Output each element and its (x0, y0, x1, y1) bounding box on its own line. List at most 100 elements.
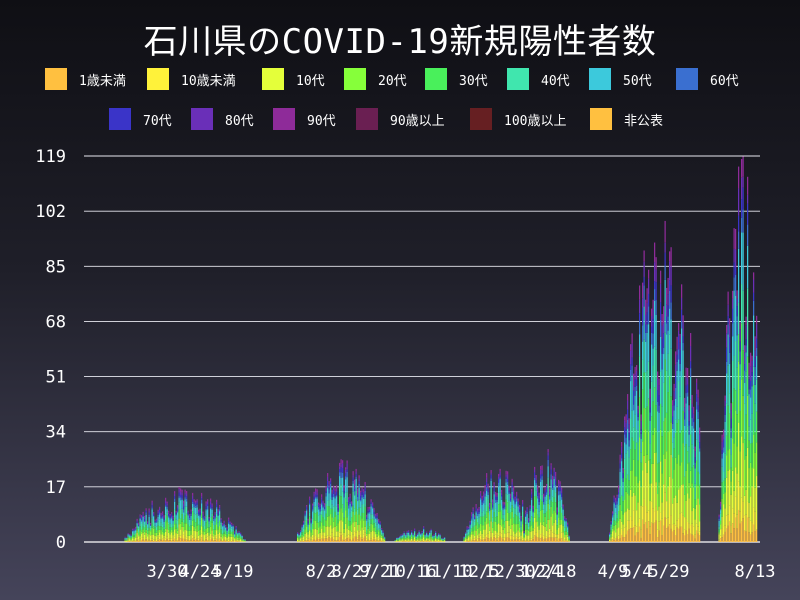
chart-bar-segment (618, 527, 620, 536)
chart-bar-segment (169, 515, 171, 517)
chart-bar-segment (657, 494, 659, 511)
chart-bar-segment (627, 394, 629, 401)
chart-bar-segment (222, 533, 224, 536)
chart-bar-segment (646, 332, 648, 371)
chart-bar-segment (208, 539, 210, 541)
chart-bar-segment (669, 430, 671, 477)
chart-bar-segment (622, 481, 624, 497)
chart-bar-segment (363, 496, 365, 499)
chart-bar-segment (313, 501, 315, 507)
chart-bar-segment (178, 502, 180, 510)
chart-bar-segment (331, 528, 333, 533)
chart-bar-segment (517, 530, 519, 538)
chart-bar-segment (610, 533, 612, 538)
chart-bar-segment (334, 540, 336, 542)
chart-bar-segment (475, 539, 477, 542)
chart-bar-segment (642, 519, 644, 542)
chart-bar-segment (726, 333, 728, 348)
chart-bar-segment (472, 520, 474, 527)
chart-bar-segment (325, 536, 327, 539)
chart-bar-segment (487, 486, 489, 489)
chart-bar-segment (694, 446, 696, 452)
chart-bar-segment (633, 390, 635, 405)
chart-bar-segment (361, 527, 363, 538)
chart-bar-segment (661, 535, 663, 542)
chart-bar-segment (723, 471, 725, 481)
chart-bar-segment (235, 525, 237, 527)
chart-bar-segment (378, 531, 380, 536)
chart-bar-segment (220, 539, 222, 541)
chart-bar-segment (331, 537, 333, 542)
chart-bar-segment (531, 540, 533, 542)
legend-swatch (147, 68, 169, 90)
chart-bar-segment (327, 481, 329, 486)
chart-bar-segment (691, 444, 693, 468)
chart-bar-segment (403, 540, 405, 542)
chart-bar-segment (168, 540, 170, 542)
chart-bar-segment (555, 476, 557, 481)
chart-bar-segment (325, 493, 327, 497)
chart-bar-segment (172, 526, 174, 532)
chart-bar-segment (132, 529, 134, 531)
chart-bar-segment (657, 463, 659, 495)
chart-bar-segment (355, 532, 357, 537)
chart-bar-segment (553, 471, 555, 477)
chart-bar-segment (756, 379, 758, 412)
chart-bar-segment (723, 452, 725, 472)
chart-bar-segment (190, 534, 192, 540)
chart-bar-segment (345, 467, 347, 470)
legend-label: 10代 (296, 73, 325, 89)
chart-bar-segment (730, 428, 732, 438)
chart-bar-segment (153, 513, 155, 515)
chart-bar-segment (309, 504, 311, 513)
chart-bar-segment (145, 537, 147, 540)
chart-bar-segment (555, 512, 557, 520)
chart-bar-segment (226, 530, 228, 531)
chart-bar-segment (205, 533, 207, 538)
chart-bar-segment (637, 483, 639, 503)
chart-bar-segment (187, 540, 189, 542)
chart-bar-segment (156, 522, 158, 527)
chart-bar-segment (507, 474, 509, 479)
chart-bar-segment (756, 315, 758, 325)
chart-bar-segment (369, 511, 371, 514)
chart-bar-segment (319, 521, 321, 527)
chart-bar-segment (376, 529, 378, 534)
chart-bar-segment (195, 507, 197, 515)
chart-bar-segment (736, 298, 738, 307)
chart-bar-segment (675, 432, 677, 458)
chart-bar-segment (499, 471, 501, 476)
chart-bar-segment (430, 539, 432, 541)
chart-bar-segment (349, 512, 351, 522)
chart-bar-segment (540, 469, 542, 475)
chart-bar-segment (733, 443, 735, 491)
chart-bar-segment (496, 524, 498, 533)
x-tick-label: 8/27 (332, 562, 373, 582)
chart-bar-segment (502, 509, 504, 515)
chart-bar-segment (127, 537, 129, 540)
chart-bar-segment (370, 523, 372, 532)
chart-bar-segment (688, 462, 690, 483)
chart-bar-segment (186, 506, 188, 514)
chart-bar-segment (727, 316, 729, 325)
chart-bar-segment (214, 518, 216, 522)
chart-bar-segment (357, 501, 359, 510)
chart-bar-segment (399, 537, 401, 539)
chart-bar-segment (507, 494, 509, 503)
chart-bar-segment (562, 504, 564, 507)
chart-bar-segment (382, 535, 384, 538)
chart-bar-segment (654, 300, 656, 347)
chart-bar-segment (549, 528, 551, 535)
chart-bar-segment (613, 540, 615, 542)
chart-bar-segment (726, 347, 728, 362)
chart-bar-segment (312, 509, 314, 512)
chart-bar-segment (633, 440, 635, 460)
chart-bar-segment (519, 509, 521, 512)
chart-bar-segment (624, 512, 626, 528)
chart-bar-segment (691, 403, 693, 409)
chart-bar-segment (411, 534, 413, 535)
chart-bar-segment (301, 527, 303, 531)
chart-bar-segment (718, 532, 720, 535)
chart-bar-segment (664, 359, 666, 418)
chart-bar-segment (517, 504, 519, 507)
